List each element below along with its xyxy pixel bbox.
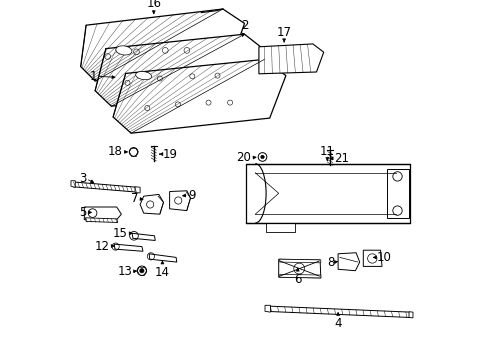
Text: 15: 15 — [112, 227, 127, 240]
Text: 6: 6 — [293, 273, 301, 286]
Polygon shape — [169, 191, 190, 211]
Text: 9: 9 — [188, 189, 196, 202]
Polygon shape — [246, 164, 409, 223]
Text: 7: 7 — [130, 192, 138, 205]
Text: 20: 20 — [236, 151, 251, 164]
Polygon shape — [71, 181, 75, 188]
Polygon shape — [95, 34, 264, 106]
Text: 12: 12 — [94, 240, 109, 253]
Circle shape — [140, 269, 144, 273]
Polygon shape — [265, 223, 294, 232]
Text: 17: 17 — [276, 26, 291, 39]
Text: 14: 14 — [155, 266, 169, 279]
Text: 11: 11 — [319, 145, 334, 158]
Polygon shape — [132, 233, 155, 240]
Text: 2: 2 — [240, 19, 248, 32]
Ellipse shape — [135, 72, 151, 80]
Polygon shape — [264, 305, 270, 312]
Polygon shape — [408, 312, 412, 318]
Text: 5: 5 — [79, 206, 87, 219]
Text: 18: 18 — [108, 145, 122, 158]
Ellipse shape — [116, 46, 132, 55]
Polygon shape — [114, 244, 142, 251]
Polygon shape — [279, 259, 320, 263]
Polygon shape — [72, 182, 138, 192]
Text: 1: 1 — [89, 70, 97, 83]
Polygon shape — [265, 306, 410, 318]
Polygon shape — [337, 253, 359, 271]
Polygon shape — [140, 194, 163, 214]
Polygon shape — [258, 44, 323, 74]
Circle shape — [260, 155, 264, 159]
Polygon shape — [278, 259, 320, 278]
Text: 19: 19 — [162, 148, 177, 161]
Polygon shape — [149, 254, 177, 262]
Text: 13: 13 — [117, 265, 132, 278]
Polygon shape — [85, 218, 118, 222]
Polygon shape — [135, 187, 140, 193]
Text: 16: 16 — [146, 0, 161, 10]
Text: 10: 10 — [376, 251, 391, 264]
Polygon shape — [279, 274, 320, 278]
Polygon shape — [84, 207, 121, 220]
Polygon shape — [386, 169, 408, 218]
Polygon shape — [113, 59, 285, 133]
Text: 4: 4 — [334, 317, 341, 330]
Polygon shape — [81, 9, 244, 81]
Polygon shape — [363, 250, 381, 266]
Text: 8: 8 — [326, 256, 334, 269]
Text: 3: 3 — [79, 172, 86, 185]
Text: 21: 21 — [333, 152, 348, 165]
